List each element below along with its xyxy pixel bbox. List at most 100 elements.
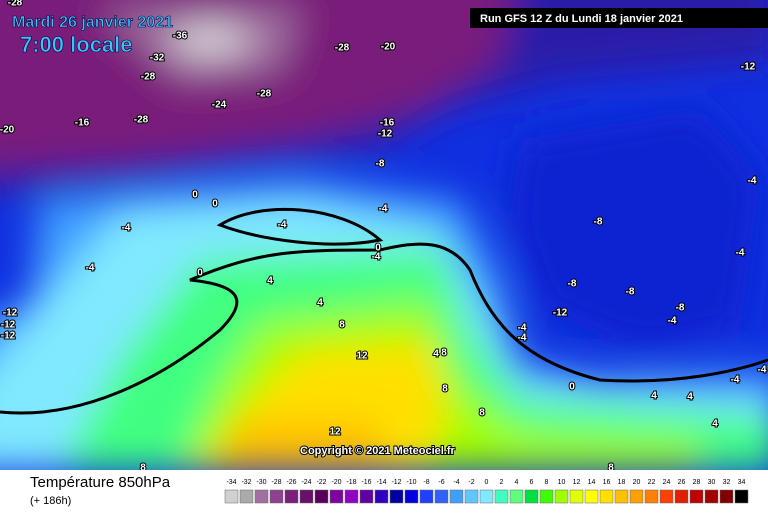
colorbar-label: -4: [453, 479, 459, 486]
contour-label: -12: [1, 331, 16, 342]
colorbar-swatch: [659, 489, 674, 504]
colorbar-swatch: [569, 489, 584, 504]
colorbar-swatch: [314, 489, 329, 504]
contour-label: -4: [278, 220, 287, 231]
colorbar-label: 8: [545, 479, 549, 486]
contour-label: -28: [257, 89, 272, 100]
contour-label: -12: [1, 320, 16, 331]
colorbar-label: -28: [271, 479, 281, 486]
contour-label: 12: [356, 351, 368, 362]
contour-label: 0: [375, 243, 381, 254]
contour-label: 8: [140, 463, 146, 474]
colorbar-label: -34: [226, 479, 236, 486]
contour-label: 0: [212, 199, 218, 210]
colorbar-label: 24: [663, 479, 671, 486]
contour-label: -12: [3, 308, 18, 319]
colorbar-swatch: [299, 489, 314, 504]
colorbar-swatch: [674, 489, 689, 504]
contour-label: -8: [626, 287, 635, 298]
contour-label: -4: [668, 316, 677, 327]
contour-label: -8: [568, 279, 577, 290]
colorbar-swatch: [329, 489, 344, 504]
colorbar-swatch: [449, 489, 464, 504]
colorbar-swatch: [479, 489, 494, 504]
colorbar-label: 26: [678, 479, 686, 486]
contour-label: 8: [608, 463, 614, 474]
colorbar-swatch: [284, 489, 299, 504]
colorbar-label: 32: [723, 479, 731, 486]
colorbar-label: 0: [485, 479, 489, 486]
contour-label: 4: [712, 419, 718, 430]
colorbar-label: -30: [256, 479, 266, 486]
contour-label: -4: [379, 204, 388, 215]
zero-isotherm: [0, 242, 768, 415]
contour-label: -8: [676, 303, 685, 314]
colorbar-swatch: [239, 489, 254, 504]
contour-label: 0: [192, 190, 198, 201]
contour-label: 8: [442, 384, 448, 395]
colorbar-label: -2: [468, 479, 474, 486]
colorbar-swatch: [344, 489, 359, 504]
colorbar-swatch: [524, 489, 539, 504]
colorbar-swatch: [389, 489, 404, 504]
colorbar-swatch: [434, 489, 449, 504]
contour-label: -16: [380, 118, 395, 129]
colorbar-swatch: [644, 489, 659, 504]
colorbar-label: -8: [423, 479, 429, 486]
colorbar-swatch: [689, 489, 704, 504]
colorbar-swatch: [494, 489, 509, 504]
colorbar-label: 28: [693, 479, 701, 486]
colorbar-swatch: [629, 489, 644, 504]
colorbar-label: -16: [361, 479, 371, 486]
colorbar-swatch: [614, 489, 629, 504]
colorbar-swatch: [509, 489, 524, 504]
contour-label: -36: [173, 31, 188, 42]
contour-label: -4: [731, 375, 740, 386]
colorbar-swatch: [464, 489, 479, 504]
lead-time: (+ 186h): [30, 495, 71, 507]
contour-label: -4: [518, 333, 527, 344]
contour-label: -4: [372, 252, 381, 263]
contour-label: -28: [8, 0, 23, 9]
colorbar-label: -20: [331, 479, 341, 486]
colorbar-label: 16: [603, 479, 611, 486]
colorbar-label: 34: [738, 479, 746, 486]
contour-label: 4: [433, 349, 439, 360]
colorbar-label: -6: [438, 479, 444, 486]
colorbar-label: 20: [633, 479, 641, 486]
colorbar-swatch: [269, 489, 284, 504]
contour-label: -4: [86, 263, 95, 274]
colorbar-swatch: [734, 489, 749, 504]
contour-label: -20: [0, 125, 15, 136]
contour-label: 0: [569, 382, 575, 393]
contour-label: 4: [317, 298, 323, 309]
colorbar-label: 14: [588, 479, 596, 486]
colorbar: -34 -32 -30 -28 -26 -24 -22 -20 -18 -16 -14 -12 -10-…: [224, 479, 749, 504]
contour-label: 8: [441, 348, 447, 359]
colorbar-label: 18: [618, 479, 626, 486]
colorbar-label: -10: [406, 479, 416, 486]
footer-title: Température 850hPa: [30, 474, 171, 491]
contour-label: -12: [553, 308, 568, 319]
colorbar-swatch: [419, 489, 434, 504]
colorbar-swatch: [554, 489, 569, 504]
colorbar-swatch: [539, 489, 554, 504]
contour-label: -4: [122, 223, 131, 234]
contour-label: -28: [335, 43, 350, 54]
colorbar-label: -14: [376, 479, 386, 486]
colorbar-label: -32: [241, 479, 251, 486]
zero-isotherm: [216, 207, 384, 246]
colorbar-swatch: [719, 489, 734, 504]
contour-label: -4: [758, 365, 767, 376]
colorbar-swatch: [374, 489, 389, 504]
contour-label: 12: [329, 427, 341, 438]
contour-label: 8: [339, 320, 345, 331]
forecast-date: Mardi 26 janvier 2021: [12, 14, 173, 31]
contour-label: 4: [651, 391, 657, 402]
contour-label: 8: [479, 408, 485, 419]
contour-label: -12: [378, 129, 393, 140]
contour-label: -16: [75, 118, 90, 129]
run-banner: [470, 8, 768, 28]
contour-label: 0: [197, 268, 203, 279]
